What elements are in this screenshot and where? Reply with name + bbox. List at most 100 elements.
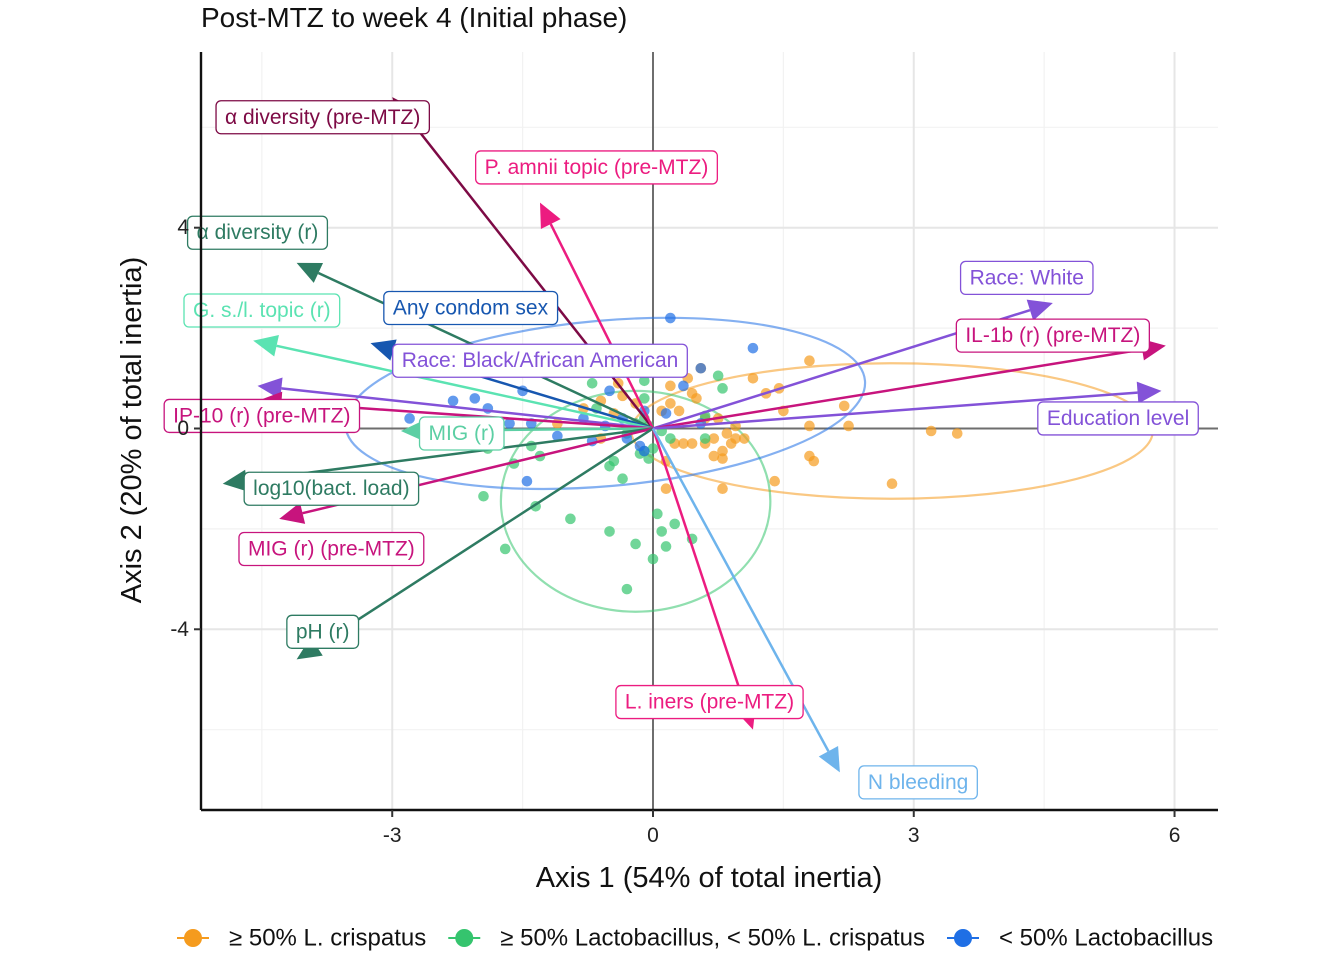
legend-key-dot <box>954 929 972 947</box>
sample-point <box>804 355 815 367</box>
arrow-label-text: log10(bact. load) <box>253 477 409 500</box>
arrow-labels: α diversity (pre-MTZ) P. amnii topic (pre… <box>163 100 1199 800</box>
sample-point <box>656 526 667 537</box>
sample-point <box>712 370 724 382</box>
sample-point <box>665 433 676 444</box>
sample-point <box>630 538 641 550</box>
arrow-label-text: Any condom sex <box>393 297 549 320</box>
sample-point <box>660 408 672 419</box>
arrow-label-box <box>238 531 425 567</box>
y-tick-label: -4 <box>170 618 189 641</box>
arrow-label-text: N bleeding <box>868 771 968 794</box>
arrow-label-box <box>475 150 718 185</box>
chart-title: Post-MTZ to week 4 (Initial phase) <box>201 2 627 33</box>
arrow-label-box <box>392 343 688 378</box>
arrow-label: N bleeding <box>858 765 978 800</box>
arrow-label-text: G. s./l. topic (r) <box>193 299 331 322</box>
sample-point <box>708 450 720 462</box>
sample-point <box>804 420 815 432</box>
legend-item: ≥ 50% Lactobacillus, < 50% L. crispatus <box>448 925 925 952</box>
arrow-label: MIG (r) (pre-MTZ) <box>238 531 425 567</box>
sample-point <box>526 440 537 452</box>
x-axis-title: Axis 1 (54% of total inertia) <box>536 862 883 894</box>
sample-point <box>843 420 854 432</box>
sample-point <box>717 483 728 495</box>
sample-point <box>604 385 615 397</box>
x-tick-label: 6 <box>1169 824 1181 847</box>
arrow-head <box>370 339 397 361</box>
sample-point <box>608 455 620 467</box>
arrow-shaft <box>652 348 1143 430</box>
arrow-label: log10(bact. load) <box>243 471 420 506</box>
sample-point <box>678 380 689 392</box>
arrow-label-box <box>858 765 978 800</box>
arrow-shaft <box>652 391 1138 430</box>
sample-point <box>686 388 698 399</box>
arrow-label: Any condom sex <box>383 290 559 326</box>
arrow-label: pH (r) <box>286 614 360 649</box>
arrow-label: α diversity (pre-MTZ) <box>215 100 430 135</box>
arrow-label-text: P. amnii topic (pre-MTZ) <box>485 156 709 179</box>
sample-point <box>647 553 659 565</box>
arrow-head <box>540 202 561 229</box>
sample-point <box>469 393 481 404</box>
sample-point <box>747 372 759 384</box>
legend-label: ≥ 50% L. crispatus <box>229 925 426 952</box>
sample-point <box>660 541 672 552</box>
arrow-label: P. amnii topic (pre-MTZ) <box>475 150 718 185</box>
arrow-head <box>1026 299 1053 321</box>
sample-point <box>652 508 663 520</box>
sample-point <box>665 398 676 409</box>
sample-point <box>504 418 515 429</box>
arrow-head <box>279 502 306 524</box>
sample-point <box>747 342 759 354</box>
arrow-shaft <box>281 387 654 430</box>
arrow-label: Race: White <box>959 260 1094 296</box>
arrow-shaft <box>549 223 655 430</box>
sample-point <box>639 393 650 404</box>
arrow-head <box>253 335 279 357</box>
sample-point <box>673 405 685 417</box>
arrow-label-text: pH (r) <box>296 620 350 643</box>
sample-point <box>838 400 850 412</box>
arrow-label-text: α diversity (pre-MTZ) <box>225 106 420 129</box>
arrow-label-box <box>186 215 329 250</box>
arrow-label-box <box>615 684 804 720</box>
legend-key-dot <box>455 929 474 947</box>
legend-item: ≥ 50% L. crispatus <box>177 925 426 952</box>
sample-point <box>730 433 741 444</box>
sample-point <box>660 483 672 495</box>
sample-point <box>586 378 598 389</box>
legend-label: < 50% Lactobacillus <box>999 925 1213 952</box>
y-tick-label: 0 <box>177 417 189 440</box>
arrow-label-box <box>215 100 430 135</box>
sample-point <box>699 433 711 444</box>
arrow-label: Race: Black/African American <box>392 343 688 378</box>
arrow-label-box <box>183 293 341 328</box>
arrow-label: α diversity (r) <box>186 215 329 250</box>
sample-point <box>639 445 650 457</box>
arrow-label-box <box>286 614 360 649</box>
arrow-shaft <box>651 428 747 708</box>
arrow-label-text: MIG (r) <box>429 422 495 445</box>
sample-point <box>552 430 563 442</box>
arrow-label-box <box>955 318 1150 353</box>
arrow-label-text: α diversity (r) <box>197 221 319 244</box>
sample-point <box>647 443 659 454</box>
sample-point <box>951 428 963 439</box>
sample-point <box>717 453 728 464</box>
arrow-label-box <box>243 471 420 506</box>
sample-point <box>639 375 650 387</box>
x-tick-label: 3 <box>908 824 920 847</box>
sample-point <box>886 478 898 490</box>
arrow-label-box <box>383 290 559 326</box>
sample-point <box>925 425 937 437</box>
arrow-label: Education level <box>1037 401 1199 436</box>
legend-item: < 50% Lactobacillus <box>947 925 1213 952</box>
sample-point <box>404 413 415 424</box>
x-tick-label: 0 <box>647 824 659 847</box>
sample-point <box>708 433 720 444</box>
x-tick-label: -3 <box>383 824 402 847</box>
sample-point <box>721 428 733 439</box>
